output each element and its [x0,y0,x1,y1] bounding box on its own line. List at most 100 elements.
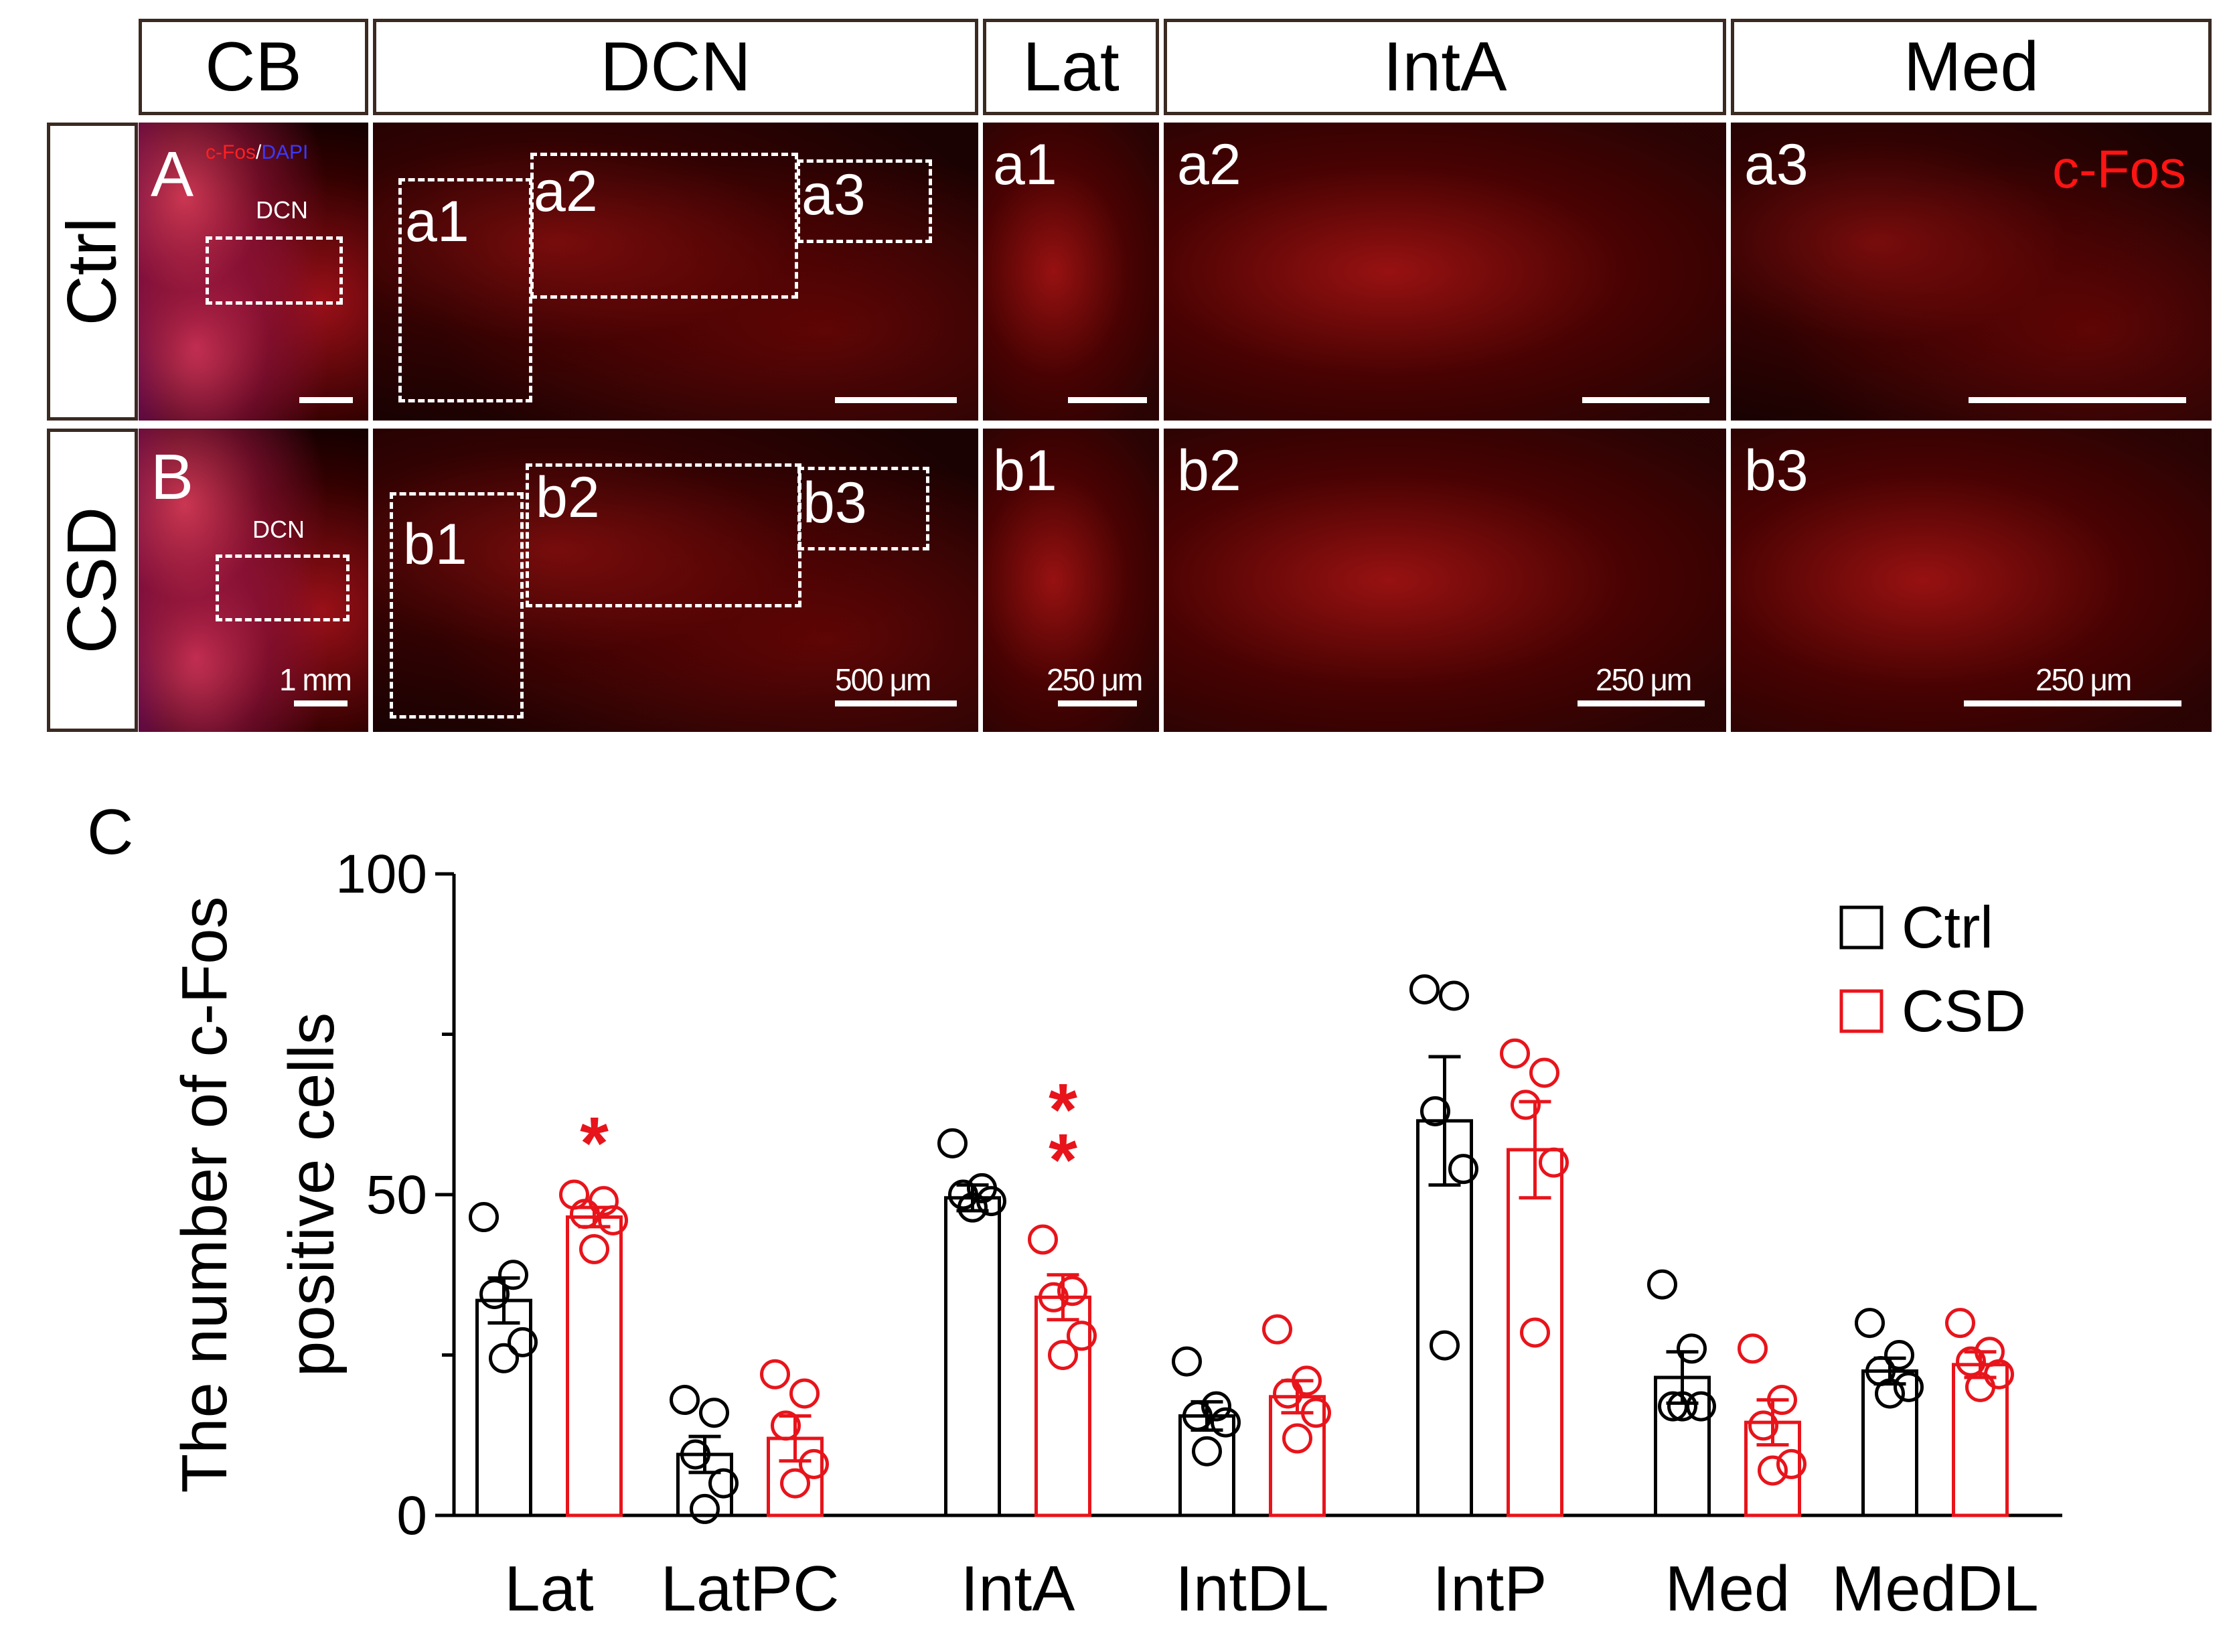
data-point-csd [799,1448,829,1479]
scale-label-dcn: 500 μm [835,662,931,697]
dcn-small-label-a: DCN [256,196,308,224]
significance-asterisk: * [1049,1119,1077,1201]
y-axis-label-line1: The number of c-Fos [169,897,240,1493]
data-point-csd [1738,1333,1768,1364]
data-point-ctrl [1677,1333,1707,1364]
stain-legend: c-Fos/DAPI [206,143,308,163]
row-header-ctrl-text: Ctrl [53,217,131,326]
scalebar-med-a [1969,397,2186,403]
data-point-ctrl [1409,974,1440,1004]
scalebar-med-b [1964,700,2181,706]
y-tick-label: 50 [366,1165,427,1225]
y-tick-label: 100 [335,844,427,905]
data-point-ctrl [508,1327,538,1357]
data-point-csd [760,1359,790,1390]
subpanel-label-b3: b3 [1744,439,1809,503]
data-point-csd [1965,1371,1995,1402]
data-point-csd [1776,1448,1807,1479]
stain-dapi: DAPI [261,141,309,163]
dcn-roi-box-a [206,236,343,305]
bar-csd [1034,1295,1091,1517]
data-point-ctrl [1420,1096,1450,1126]
image-lat-csd: b1 250 μm [983,429,1159,732]
data-point-csd [1028,1224,1058,1255]
data-point-ctrl [1211,1407,1241,1438]
data-point-ctrl [1192,1436,1222,1467]
subpanel-label-a2: a2 [1177,133,1241,197]
data-point-csd [1301,1398,1331,1428]
stain-cfos: c-Fos [206,141,256,163]
bar-csd [1952,1363,2009,1517]
scalebar-cb-a [299,397,353,403]
image-cb-ctrl: A c-Fos/DAPI DCN [139,123,368,421]
scalebar-cb-b [294,700,348,706]
row-header-csd: CSD [47,429,138,732]
x-tick-label: LatPC [661,1553,840,1625]
image-dcn-csd: b1 b2 b3 500 μm [373,429,978,732]
column-header-med-text: Med [1903,27,2040,106]
roi-box-a3 [797,159,932,243]
significance-asterisk: * [1049,1069,1077,1151]
scalebar-dcn-b [835,700,957,706]
scalebar-dcn-a [835,397,957,403]
data-point-csd [1057,1276,1087,1306]
dcn-small-label-b: DCN [252,516,305,543]
significance-asterisk: * [580,1102,609,1185]
data-point-csd [1067,1321,1097,1351]
data-point-csd [598,1205,628,1235]
roi-label-a3: a3 [801,163,866,227]
data-point-csd [1539,1147,1569,1178]
column-header-lat: Lat [983,19,1159,115]
column-header-cb: CB [139,19,368,115]
data-point-csd [1945,1308,1975,1339]
bar-ctrl [1861,1369,1918,1517]
legend-swatch-csd [1839,989,1884,1033]
data-point-ctrl [690,1493,720,1524]
data-point-ctrl [1894,1371,1924,1402]
roi-label-a2: a2 [534,159,598,224]
column-header-inta-text: IntA [1383,27,1507,106]
panel-letter-a: A [151,139,194,210]
data-point-csd [771,1410,801,1441]
stain-slash: / [256,141,262,163]
bar-chart: 0 50 100 The number of c-Fos positive cells L… [169,844,2062,1625]
data-point-ctrl [489,1343,519,1373]
column-header-lat-text: Lat [1022,27,1120,106]
dcn-roi-box-b [216,554,350,621]
subpanel-label-a3: a3 [1744,133,1809,197]
bar-ctrl [944,1196,1001,1517]
legend-label-csd: CSD [1902,978,2026,1044]
roi-label-b1: b1 [403,512,467,577]
row-header-csd-text: CSD [53,506,131,654]
legend-swatch-ctrl [1839,905,1884,950]
data-point-ctrl [1201,1391,1231,1422]
data-point-ctrl [1855,1308,1885,1339]
x-tick-label: Med [1665,1553,1790,1625]
scalebar-lat-a [1068,397,1147,403]
image-inta-csd: b2 250 μm [1164,429,1726,732]
data-point-ctrl [1875,1378,1905,1409]
roi-label-a1: a1 [405,190,469,254]
x-tick-label: Lat [504,1553,593,1625]
data-point-ctrl [469,1202,499,1233]
scalebar-lat-b [1058,700,1137,706]
data-point-csd [1500,1038,1530,1069]
y-axis-label-line2: positive cells [276,1012,348,1377]
image-dcn-ctrl: a1 a2 a3 [373,123,978,421]
image-med-ctrl: a3 c-Fos [1731,123,2212,421]
column-header-dcn: DCN [373,19,978,115]
data-point-ctrl [957,1192,988,1223]
column-header-med: Med [1731,19,2212,115]
data-point-ctrl [1647,1269,1677,1300]
scalebar-inta-a [1582,397,1709,403]
scale-label-lat: 250 μm [1047,662,1143,697]
roi-label-b3: b3 [803,471,867,535]
data-point-ctrl [680,1439,710,1470]
cfos-channel-label: c-Fos [2052,139,2186,199]
data-point-ctrl [498,1260,528,1290]
roi-box-b3 [797,467,929,550]
data-point-ctrl [1667,1391,1697,1422]
x-tick-label: IntP [1433,1553,1547,1625]
data-point-ctrl [976,1186,1006,1217]
x-tick-label: IntA [961,1553,1075,1625]
